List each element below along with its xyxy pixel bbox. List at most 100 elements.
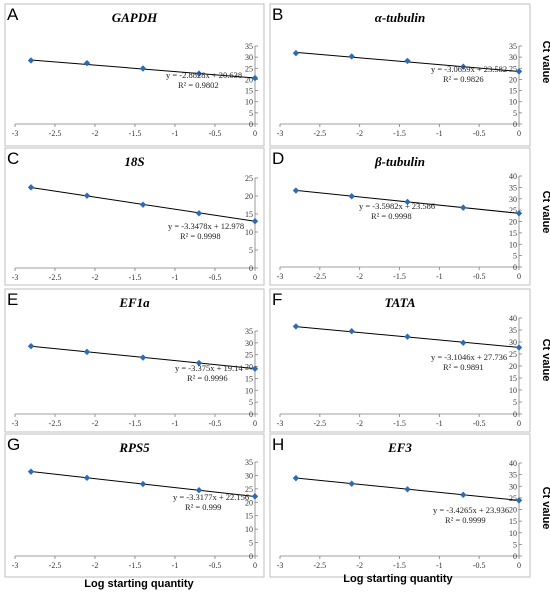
x-tick-label: -2.5 xyxy=(313,561,326,570)
data-point xyxy=(195,70,203,77)
panel-a: A GAPDH -3 -2.5 -2 -1.5 -1 -0.5 00 5 10 15 20 25 30 35 y… xyxy=(4,3,265,147)
y-tick-label: 35 xyxy=(509,183,517,192)
r-squared: R² = 0.9826 xyxy=(443,74,484,84)
regression-equation: y = -3.4265x + 23.936 xyxy=(433,505,509,515)
y-tick-label: 5 xyxy=(249,109,253,118)
x-tick-label: -2 xyxy=(92,561,99,570)
y-tick-label: 15 xyxy=(509,517,517,526)
y-tick-label: 30 xyxy=(245,339,253,348)
panel-frame xyxy=(4,433,265,578)
y-tick-label: 25 xyxy=(245,174,253,183)
data-point xyxy=(292,474,300,482)
x-tick-label: 0 xyxy=(517,129,521,138)
x-axis-label-left: Log starting quantity xyxy=(84,578,194,590)
y-tick-label: 25 xyxy=(509,64,517,73)
x-tick-label: -1 xyxy=(436,272,443,281)
r-squared: R² = 0.9998 xyxy=(371,211,412,221)
regression-equation: y = -3.375x + 19.14 xyxy=(175,363,243,373)
regression-equation: y = -3.5982x + 23.586 xyxy=(359,201,435,211)
data-point xyxy=(292,49,300,57)
panel-title: TATA xyxy=(384,295,415,310)
y-tick-label: 20 xyxy=(509,362,517,371)
data-point xyxy=(195,210,203,217)
data-point xyxy=(195,487,203,494)
x-tick-label: -2.5 xyxy=(313,419,326,428)
data-point xyxy=(348,328,355,335)
x-tick-label: -0.5 xyxy=(209,561,222,570)
r-squared: R² = 0.9802 xyxy=(178,80,219,90)
x-tick-label: -0.5 xyxy=(209,129,222,138)
panel-letter: C xyxy=(7,149,19,168)
y-tick-label: 30 xyxy=(509,53,517,62)
regression-equation: y = -3.3478x + 12.978 xyxy=(168,221,244,231)
x-tick-label: -3 xyxy=(12,561,19,570)
x-tick-label: -1.5 xyxy=(129,561,142,570)
data-point xyxy=(404,486,411,493)
y-tick-label: 20 xyxy=(509,506,517,515)
y-tick-label: 15 xyxy=(245,374,253,383)
x-axis-label-right: Log starting quantity xyxy=(343,573,453,585)
panel-letter: B xyxy=(272,5,283,24)
data-point xyxy=(251,74,259,82)
panel-frame xyxy=(269,433,531,578)
x-tick-label: 0 xyxy=(253,419,257,428)
r-squared: R² = 0.9891 xyxy=(443,362,484,372)
x-tick-label: -1 xyxy=(436,419,443,428)
y-axis-label-lower-middle: Ct value xyxy=(540,339,550,382)
y-tick-label: 10 xyxy=(509,529,517,538)
y-tick-label: 35 xyxy=(509,471,517,480)
y-tick-label: 25 xyxy=(509,206,517,215)
y-tick-label: 25 xyxy=(245,485,253,494)
y-tick-label: 40 xyxy=(509,314,517,323)
y-tick-label: 15 xyxy=(509,229,517,238)
y-tick-label: 5 xyxy=(513,252,517,261)
panel-title: 18S xyxy=(124,154,144,169)
data-point xyxy=(404,198,411,206)
y-tick-label: 35 xyxy=(245,458,253,467)
y-tick-label: 20 xyxy=(245,192,253,201)
x-tick-label: -2 xyxy=(92,419,99,428)
data-point xyxy=(515,344,523,351)
x-tick-label: -2.5 xyxy=(49,561,62,570)
x-tick-label: -0.5 xyxy=(473,272,486,281)
regression-equation: y = -3.3177x + 22.156 xyxy=(173,492,249,502)
y-tick-label: 30 xyxy=(509,482,517,491)
panel-letter: A xyxy=(7,5,19,24)
x-tick-label: -1 xyxy=(436,561,443,570)
x-tick-label: -1 xyxy=(172,273,179,282)
y-tick-label: 25 xyxy=(509,494,517,503)
y-tick-label: 10 xyxy=(245,98,253,107)
data-point xyxy=(139,354,147,361)
y-tick-label: 15 xyxy=(509,374,517,383)
y-tick-label: 15 xyxy=(509,87,517,96)
x-tick-label: -0.5 xyxy=(473,561,486,570)
data-point xyxy=(404,57,411,65)
panel-g: G RPS5 -3 -2.5 -2 -1.5 -1 -0.5 00 5 10 15 20 25 30 35 y … xyxy=(4,433,265,578)
x-tick-label: -2.5 xyxy=(49,419,62,428)
y-tick-label: 30 xyxy=(245,471,253,480)
panel-frame xyxy=(269,3,531,147)
panel-title: EF1a xyxy=(118,295,150,310)
y-tick-label: 0 xyxy=(249,264,253,273)
x-tick-label: -3 xyxy=(277,129,284,138)
y-tick-label: 0 xyxy=(513,410,517,419)
y-tick-label: 0 xyxy=(249,410,253,419)
x-tick-label: -0.5 xyxy=(209,419,222,428)
panel-letter: G xyxy=(7,435,20,454)
x-tick-label: -1.5 xyxy=(129,273,142,282)
y-tick-label: 15 xyxy=(245,87,253,96)
y-tick-label: 40 xyxy=(509,172,517,181)
x-tick-label: -0.5 xyxy=(209,273,222,282)
y-tick-label: 25 xyxy=(245,64,253,73)
data-point xyxy=(195,359,203,367)
data-point xyxy=(460,339,467,346)
panel-title: GAPDH xyxy=(112,10,158,25)
x-tick-label: -1 xyxy=(172,129,179,138)
x-tick-label: -1.5 xyxy=(129,129,142,138)
regression-equation: y = -2.8828x + 20.638 xyxy=(166,70,242,80)
data-point xyxy=(292,323,300,330)
x-tick-label: -1 xyxy=(436,129,443,138)
y-tick-label: 0 xyxy=(513,552,517,561)
